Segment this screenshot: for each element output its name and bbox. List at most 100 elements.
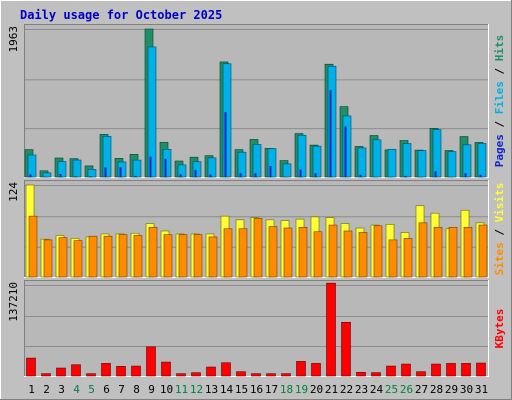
x-tick-label: 3 — [58, 383, 65, 396]
bar-files — [327, 65, 337, 178]
bar-pages — [224, 112, 227, 177]
x-tick-label: 9 — [148, 383, 155, 396]
x-tick-label: 30 — [460, 383, 473, 396]
x-tick-label: 14 — [220, 383, 234, 396]
bar-files — [447, 151, 457, 178]
bar-sites — [373, 225, 383, 278]
bar-files — [162, 149, 172, 178]
x-tick-label: 6 — [103, 383, 110, 396]
bar-kbytes — [56, 367, 66, 377]
bar-kbytes — [326, 282, 336, 377]
bar-kbytes — [446, 363, 456, 377]
x-tick-label: 10 — [160, 383, 173, 396]
x-tick-label: 7 — [118, 383, 125, 396]
legend-visits: Visits — [493, 183, 506, 223]
bar-files — [57, 161, 67, 178]
x-tick-label: 19 — [295, 383, 308, 396]
bar-kbytes — [116, 366, 126, 377]
bar-sites — [343, 230, 353, 278]
bar-kbytes — [131, 365, 141, 377]
legend-separator: / — [493, 222, 506, 242]
legend: Sites / Visits — [493, 183, 506, 276]
bar-pages — [119, 167, 122, 177]
x-tick-label: 31 — [475, 383, 488, 396]
plot-area — [24, 280, 489, 377]
bar-files — [267, 148, 277, 178]
bar-sites — [118, 234, 128, 278]
bar-sites — [253, 218, 263, 278]
x-tick-label: 13 — [205, 383, 218, 396]
bar-kbytes — [251, 373, 261, 377]
legend-kbytes: KBytes — [493, 309, 506, 349]
bar-files — [402, 143, 412, 178]
bar-sites — [463, 226, 473, 278]
bar-pages — [239, 173, 242, 177]
bar-sites — [283, 227, 293, 278]
bar-files — [357, 147, 367, 178]
bar-pages — [149, 156, 152, 177]
bar-sites — [73, 240, 83, 278]
bar-kbytes — [461, 363, 471, 377]
legend-separator: / — [493, 61, 506, 81]
bar-pages — [479, 174, 482, 177]
bar-sites — [298, 226, 308, 278]
x-tick-label: 29 — [445, 383, 458, 396]
bar-files — [282, 163, 292, 178]
bar-kbytes — [161, 361, 171, 377]
bar-sites — [448, 226, 458, 278]
x-tick-label: 8 — [133, 383, 140, 396]
x-tick-label: 17 — [265, 383, 278, 396]
legend-pages: Pages — [493, 134, 506, 167]
bar-pages — [29, 174, 32, 177]
bar-sites — [58, 237, 68, 278]
bar-kbytes — [401, 363, 411, 377]
bar-files — [462, 144, 472, 178]
bar-files — [477, 143, 487, 178]
bar-files — [42, 172, 52, 178]
bar-kbytes — [221, 362, 231, 377]
bar-kbytes — [176, 373, 186, 377]
bar-sites — [418, 222, 428, 278]
bar-sites — [193, 234, 203, 278]
bar-sites — [103, 235, 113, 278]
bar-files — [132, 159, 142, 178]
legend: Pages / Files / Hits — [493, 35, 506, 168]
x-tick-label: 2 — [43, 383, 50, 396]
panels: 1963 Pages / Files / Hits 124 Sites / Visit… — [7, 24, 506, 377]
bar-kbytes — [371, 372, 381, 377]
x-tick-label: 4 — [73, 383, 80, 396]
bar-sites — [268, 226, 278, 278]
bar-sites — [223, 228, 233, 278]
bar-pages — [104, 167, 107, 177]
x-tick-label: 26 — [400, 383, 413, 396]
bar-sites — [43, 239, 53, 278]
bar-files — [177, 164, 187, 178]
x-tick-label: 1 — [28, 383, 35, 396]
bar-pages — [344, 126, 347, 177]
legend-files: Files — [493, 81, 506, 114]
x-tick-label: 18 — [280, 383, 293, 396]
y-tick-label: 124 — [7, 182, 20, 202]
bar-kbytes — [146, 346, 156, 377]
bar-kbytes — [341, 321, 351, 377]
bar-sites — [163, 234, 173, 278]
kbytes-panel: 137210 KBytes — [7, 280, 506, 377]
bar-kbytes — [41, 373, 51, 377]
bar-pages — [74, 176, 77, 177]
bar-kbytes — [191, 372, 201, 377]
bar-files — [342, 115, 352, 178]
x-tick-label: 5 — [88, 383, 95, 396]
bar-pages — [434, 171, 437, 177]
bar-kbytes — [296, 361, 306, 377]
bar-kbytes — [431, 363, 441, 377]
bar-pages — [89, 176, 92, 177]
bar-sites — [238, 228, 248, 278]
x-axis-labels: 1 2 3 4 5 6 7 8 9 10 11 12 13 14 15 16 17 18 19 20 21 22 23 24 2… — [28, 383, 488, 396]
bar-files — [237, 151, 247, 178]
x-tick-label: 28 — [430, 383, 443, 396]
bar-pages — [314, 173, 317, 177]
x-tick-label: 11 — [175, 383, 188, 396]
bar-sites — [133, 235, 143, 278]
bar-pages — [329, 90, 332, 177]
